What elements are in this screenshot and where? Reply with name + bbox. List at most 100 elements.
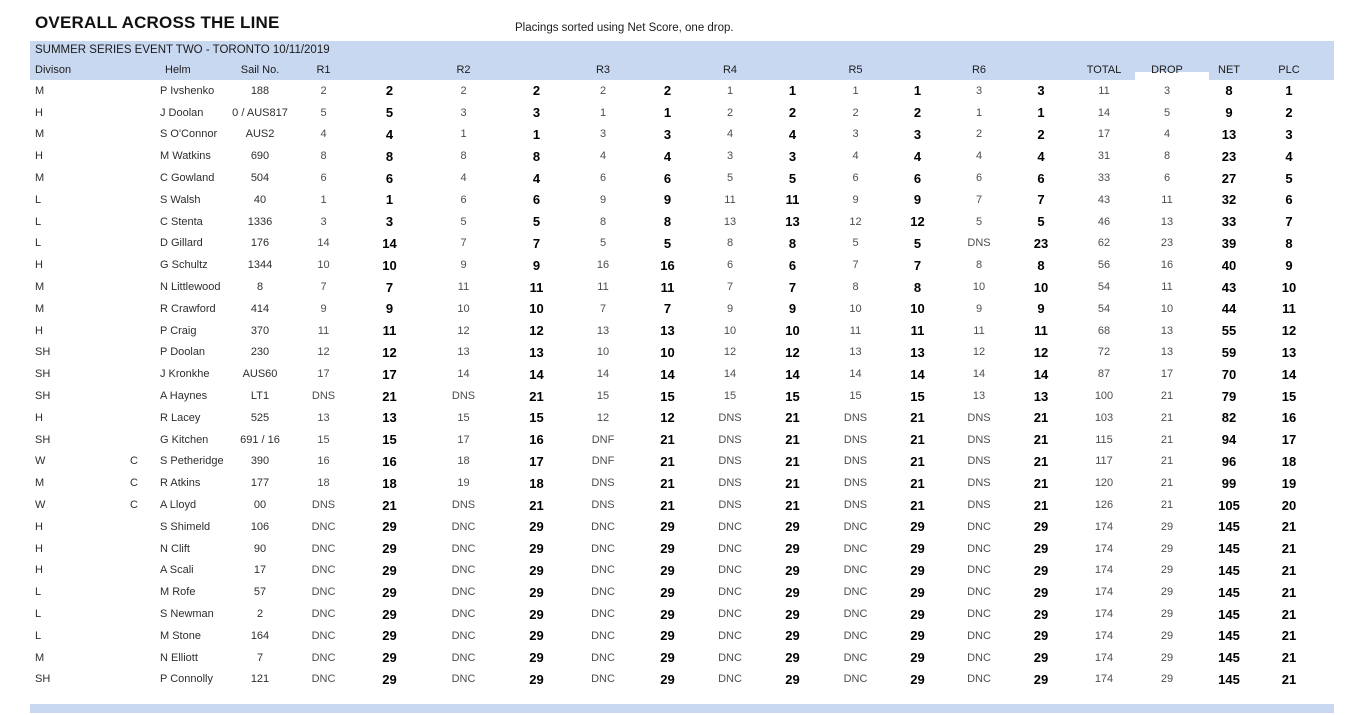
race-net-score-cell: 1 bbox=[1037, 105, 1045, 121]
race-score-cell: DNC bbox=[718, 651, 742, 664]
race-score-cell: 12 bbox=[457, 324, 470, 337]
race-net-score-cell: 11 bbox=[1034, 323, 1048, 339]
drop-cell: 21 bbox=[1160, 477, 1174, 490]
table-row: M R Crawford 414 9 9 10 10 7 7 9 9 10 10 9 9 54 10 44 11 bbox=[30, 298, 1318, 320]
helm-cell: J Kronkhe bbox=[160, 368, 210, 381]
race-score-cell: 10 bbox=[317, 259, 330, 272]
total-cell: 117 bbox=[1095, 455, 1113, 468]
race-net-score-cell: 15 bbox=[785, 388, 800, 404]
table-header-row: Divison Helm Sail No. R1 R2 R3 R4 R5 R6 … bbox=[30, 60, 1318, 79]
division-cell: M bbox=[35, 477, 45, 490]
race-score-cell: DNC bbox=[591, 651, 615, 664]
race-net-score-cell: 29 bbox=[529, 541, 544, 557]
total-cell: 174 bbox=[1094, 520, 1114, 533]
race-net-score-cell: 13 bbox=[910, 344, 925, 360]
net-cell: 145 bbox=[1218, 628, 1240, 644]
drop-cell: 29 bbox=[1160, 651, 1174, 664]
column-header-total: TOTAL bbox=[1086, 63, 1122, 76]
division-cell: W bbox=[35, 499, 46, 512]
footer-bar bbox=[30, 704, 1334, 713]
table-row: H S Shimeld 106 DNC 29 DNC 29 DNC 29 DNC 29 DNC 29 DN… bbox=[30, 516, 1318, 538]
net-cell: 8 bbox=[1225, 83, 1233, 99]
race-score-cell: 2 bbox=[975, 128, 983, 141]
race-net-score-cell: 14 bbox=[660, 366, 675, 382]
race-net-score-cell: 9 bbox=[385, 301, 394, 317]
total-cell: 126 bbox=[1094, 499, 1114, 512]
race-score-cell: DNS bbox=[967, 433, 991, 446]
race-score-cell: DNC bbox=[967, 564, 991, 577]
race-net-score-cell: 29 bbox=[529, 519, 544, 535]
net-cell: 13 bbox=[1221, 126, 1237, 142]
division-cell: M bbox=[35, 172, 45, 185]
net-cell: 79 bbox=[1221, 388, 1237, 404]
race-net-score-cell: 29 bbox=[660, 584, 675, 600]
race-net-score-cell: 29 bbox=[1033, 562, 1049, 578]
sail-no-cell: 0 / AUS817 bbox=[232, 106, 288, 119]
race-score-cell: 10 bbox=[723, 324, 737, 337]
column-header-plc: PLC bbox=[1278, 63, 1300, 76]
race-net-score-cell: 29 bbox=[910, 650, 925, 666]
race-net-score-cell: 13 bbox=[382, 410, 397, 426]
race-net-score-cell: 29 bbox=[1033, 650, 1049, 666]
race-net-score-cell: 12 bbox=[529, 323, 544, 339]
race-net-score-cell: 3 bbox=[385, 214, 394, 230]
race-net-score-cell: 29 bbox=[660, 671, 675, 687]
race-net-score-cell: 21 bbox=[910, 453, 925, 469]
race-net-score-cell: 21 bbox=[785, 432, 800, 448]
division-cell: H bbox=[35, 106, 43, 119]
total-cell: 54 bbox=[1097, 302, 1111, 315]
race-net-score-cell: 16 bbox=[529, 432, 544, 448]
race-net-score-cell: 21 bbox=[910, 410, 925, 426]
race-net-score-cell: 10 bbox=[1033, 279, 1049, 295]
race-net-score-cell: 8 bbox=[1037, 257, 1045, 273]
helm-cell: N Clift bbox=[160, 542, 190, 555]
race-score-cell: DNS bbox=[967, 237, 991, 250]
division-cell: H bbox=[35, 324, 43, 337]
race-net-score-cell: 3 bbox=[913, 126, 922, 142]
plc-cell: 21 bbox=[1281, 562, 1297, 578]
race-net-score-cell: 21 bbox=[529, 388, 544, 404]
race-score-cell: 1 bbox=[726, 84, 734, 97]
total-cell: 87 bbox=[1097, 368, 1111, 381]
race-net-score-cell: 6 bbox=[385, 170, 394, 186]
race-score-cell: 12 bbox=[596, 411, 610, 424]
race-net-score-cell: 11 bbox=[785, 192, 800, 208]
race-score-cell: 7 bbox=[460, 237, 467, 250]
drop-cell: 21 bbox=[1160, 411, 1174, 424]
race-net-score-cell: 10 bbox=[785, 323, 800, 339]
total-cell: 14 bbox=[1097, 106, 1111, 119]
division-cell: M bbox=[35, 128, 45, 141]
race-score-cell: 7 bbox=[320, 281, 327, 294]
net-cell: 32 bbox=[1221, 192, 1237, 208]
race-net-score-cell: 29 bbox=[382, 519, 397, 535]
race-score-cell: 1 bbox=[599, 106, 607, 119]
race-score-cell: 8 bbox=[599, 215, 607, 228]
net-cell: 70 bbox=[1221, 366, 1237, 382]
race-score-cell: 3 bbox=[320, 215, 327, 228]
race-net-score-cell: 14 bbox=[382, 235, 397, 251]
drop-cell: 29 bbox=[1160, 629, 1174, 642]
race-score-cell: 14 bbox=[596, 368, 610, 381]
total-cell: 174 bbox=[1094, 629, 1114, 642]
helm-cell: D Gillard bbox=[160, 237, 203, 250]
race-score-cell: 9 bbox=[975, 302, 983, 315]
race-score-cell: DNC bbox=[718, 629, 742, 642]
column-header-sail-no: Sail No. bbox=[240, 63, 280, 76]
race-score-cell: DNS bbox=[591, 477, 615, 490]
race-net-score-cell: 15 bbox=[382, 432, 397, 448]
total-cell: 17 bbox=[1097, 128, 1111, 141]
race-score-cell: 14 bbox=[317, 237, 330, 250]
plc-cell: 21 bbox=[1281, 628, 1297, 644]
page-subtitle: Placings sorted using Net Score, one dro… bbox=[515, 22, 734, 34]
sail-no-cell: 57 bbox=[253, 586, 267, 599]
race-net-score-cell: 6 bbox=[1037, 170, 1045, 186]
race-net-score-cell: 4 bbox=[663, 148, 672, 164]
race-net-score-cell: 18 bbox=[382, 475, 397, 491]
race-score-cell: 5 bbox=[599, 237, 607, 250]
plc-cell: 21 bbox=[1281, 584, 1297, 600]
race-net-score-cell: 8 bbox=[913, 279, 922, 295]
race-net-score-cell: 21 bbox=[1033, 410, 1049, 426]
table-row: L M Rofe 57 DNC 29 DNC 29 DNC 29 DNC 29 DNC 29 DNC 29 1… bbox=[30, 581, 1318, 603]
